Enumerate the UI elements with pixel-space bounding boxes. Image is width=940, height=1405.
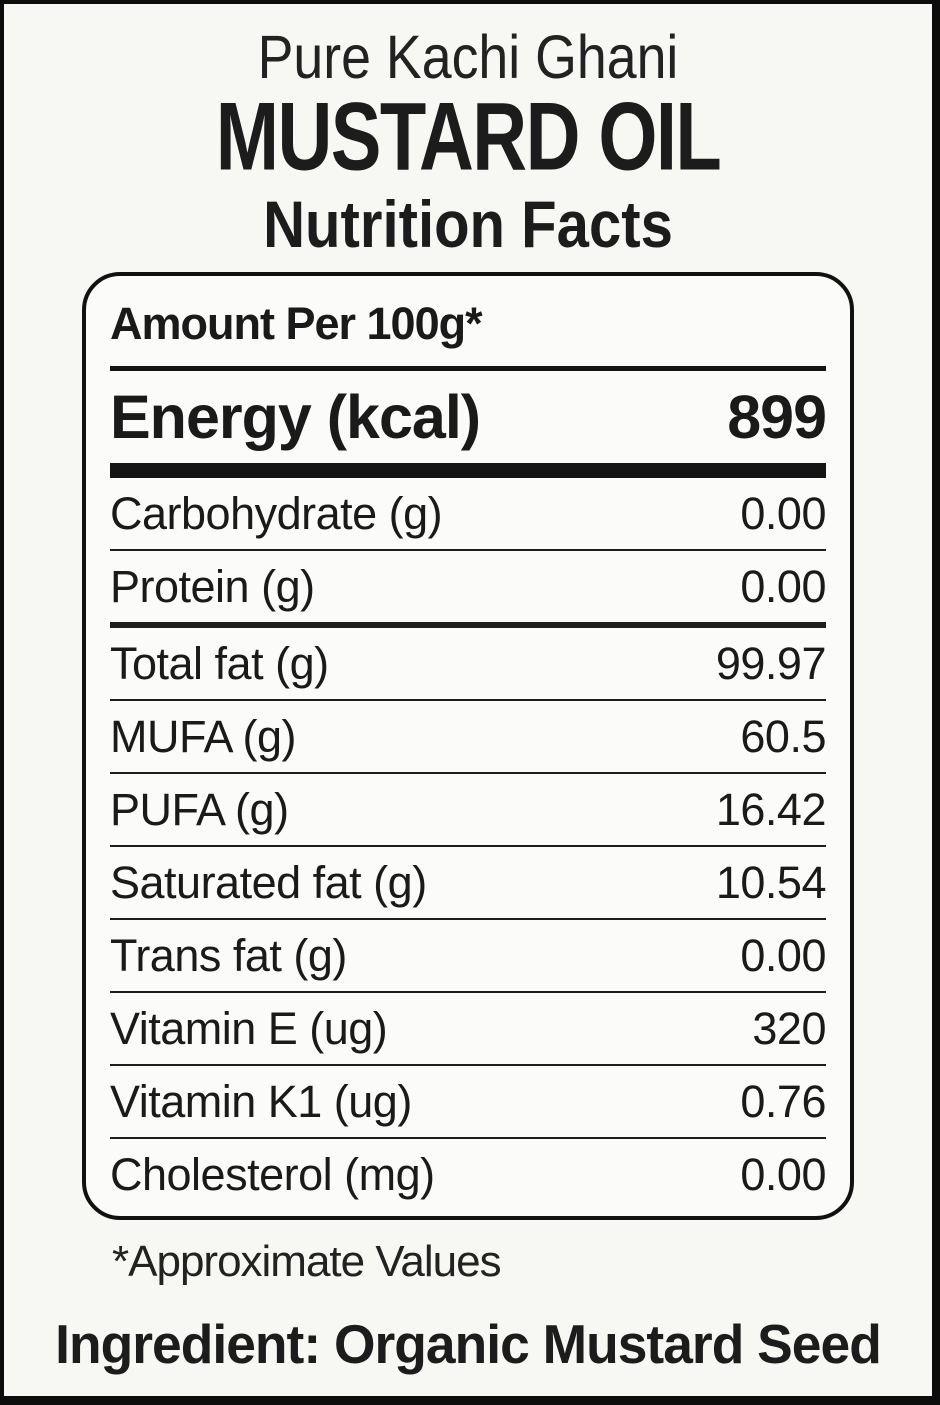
nutrient-value: 10.54 xyxy=(715,856,827,908)
energy-divider-bar xyxy=(110,463,826,478)
nutrient-row-pufa-g: PUFA (g) 16.42 xyxy=(110,774,827,845)
nutrient-label: PUFA (g) xyxy=(110,783,289,835)
energy-row: Energy (kcal) 899 xyxy=(110,371,827,463)
row-divider xyxy=(110,549,826,551)
nutrient-value: 0.00 xyxy=(740,487,826,539)
energy-value: 899 xyxy=(727,383,827,451)
nutrient-label: Vitamin E (ug) xyxy=(110,1002,388,1054)
nutrient-row-cholesterol-mg: Cholesterol (mg) 0.00 xyxy=(110,1139,826,1210)
row-divider xyxy=(110,699,826,701)
nutrient-row-trans-fat-g: Trans fat (g) 0.00 xyxy=(110,920,826,991)
row-divider xyxy=(110,918,826,920)
nutrient-label: Vitamin K1 (ug) xyxy=(110,1075,412,1127)
nutrient-label: Protein (g) xyxy=(110,560,315,612)
nutrient-row-vitamin-e-ug: Vitamin E (ug) 320 xyxy=(110,993,826,1064)
approximate-values-footnote: *Approximate Values xyxy=(112,1237,502,1286)
nutrient-value: 0.00 xyxy=(740,1148,826,1200)
nutrient-value: 0.00 xyxy=(740,560,826,612)
nutrient-value: 60.5 xyxy=(740,710,826,762)
amount-per-label: Amount Per 100g* xyxy=(110,298,483,349)
product-name: MUSTARD OIL xyxy=(215,82,722,192)
nutrient-label: MUFA (g) xyxy=(110,710,297,762)
label-header: Pure Kachi Ghani MUSTARD OIL Nutrition F… xyxy=(4,24,932,264)
row-divider xyxy=(110,845,826,847)
nutrient-row-total-fat-g: Total fat (g) 99.97 xyxy=(110,628,827,699)
nutrient-value: 320 xyxy=(752,1002,826,1054)
nutrition-facts-title: Nutrition Facts xyxy=(263,187,673,261)
label-footer: *Approximate Values Ingredient: Organic … xyxy=(4,1220,932,1376)
nutrient-label: Cholesterol (mg) xyxy=(110,1148,435,1200)
row-divider xyxy=(110,622,826,628)
nutrient-row-vitamin-k1-ug: Vitamin K1 (ug) 0.76 xyxy=(110,1066,826,1137)
nutrition-facts-panel: Amount Per 100g* Energy (kcal) 899 Carbo… xyxy=(82,272,854,1220)
nutrient-value: 99.97 xyxy=(715,637,827,689)
row-divider xyxy=(110,772,826,774)
nutrient-rows: Carbohydrate (g) 0.00 Protein (g) 0.00 Total… xyxy=(110,478,827,1210)
energy-label: Energy (kcal) xyxy=(110,383,481,451)
nutrient-label: Total fat (g) xyxy=(110,637,329,689)
row-divider xyxy=(110,1137,826,1139)
nutrient-value: 0.76 xyxy=(740,1075,826,1127)
row-divider xyxy=(110,1064,826,1066)
header-divider xyxy=(110,366,826,371)
nutrient-label: Trans fat (g) xyxy=(110,929,347,981)
row-divider xyxy=(110,991,826,993)
nutrient-label: Saturated fat (g) xyxy=(110,856,427,908)
nutrient-row-carbohydrate-g: Carbohydrate (g) 0.00 xyxy=(110,478,826,549)
ingredient-line: Ingredient: Organic Mustard Seed xyxy=(55,1313,882,1375)
nutrient-value: 0.00 xyxy=(740,929,826,981)
nutrient-row-mufa-g: MUFA (g) 60.5 xyxy=(110,701,826,772)
brand-subtitle: Pure Kachi Ghani xyxy=(257,23,679,91)
nutrient-row-protein-g: Protein (g) 0.00 xyxy=(110,551,826,622)
nutrient-label: Carbohydrate (g) xyxy=(110,487,443,539)
nutrient-value: 16.42 xyxy=(715,783,827,835)
nutrient-row-saturated-fat-g: Saturated fat (g) 10.54 xyxy=(110,847,827,918)
